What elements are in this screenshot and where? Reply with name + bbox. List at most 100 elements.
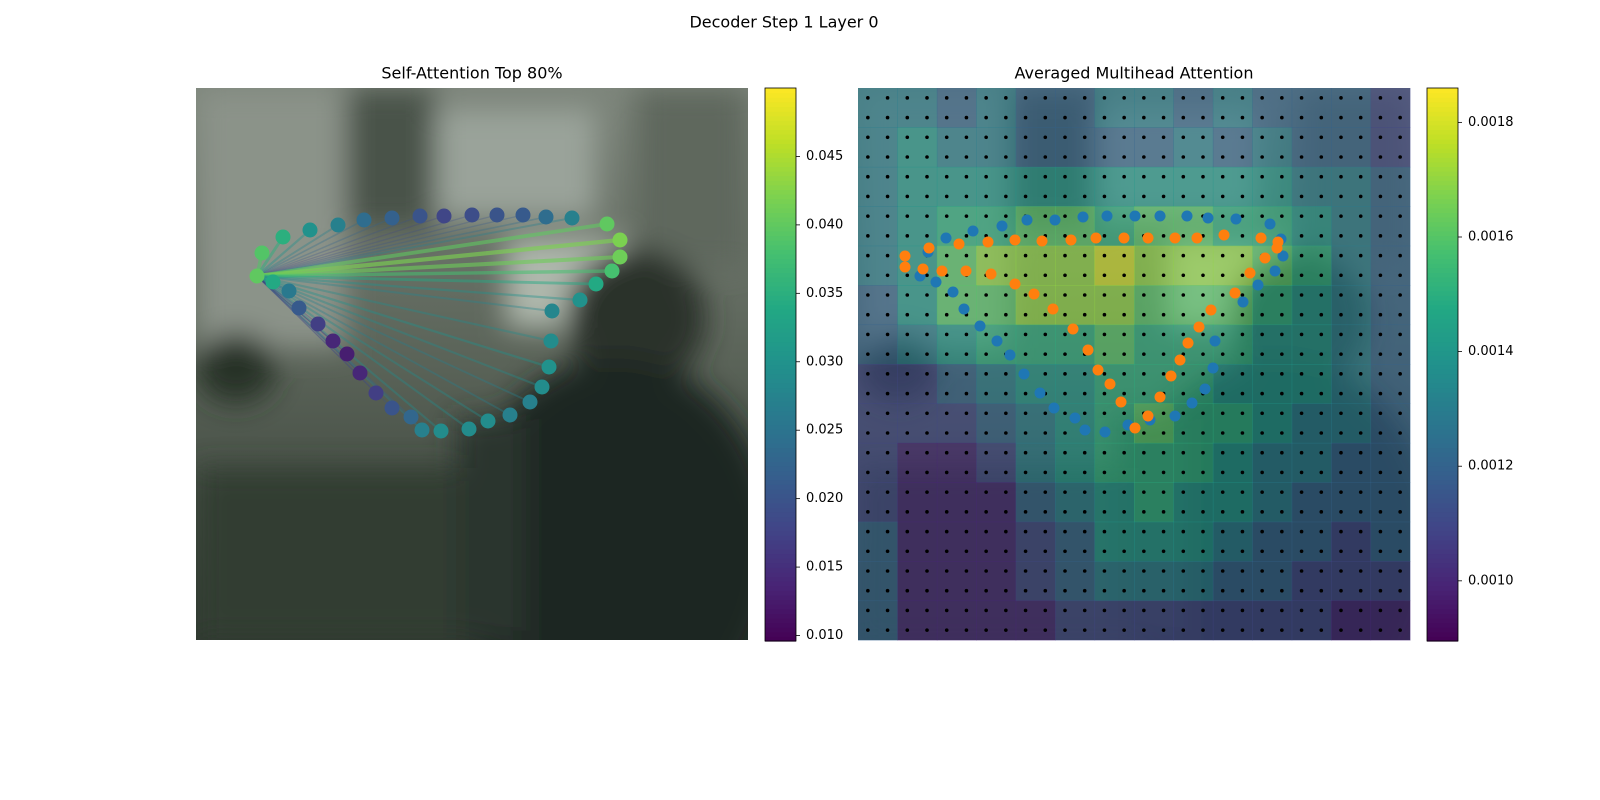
heat-cell — [1212, 521, 1253, 562]
grid-dot — [1319, 135, 1324, 140]
grid-dot — [964, 155, 969, 159]
grid-dot — [1082, 372, 1087, 376]
grid-dot — [1220, 214, 1225, 218]
grid-dot — [1398, 96, 1402, 100]
colorbar-band — [765, 341, 796, 347]
point — [352, 365, 368, 381]
grid-dot — [1398, 214, 1402, 218]
point — [522, 394, 538, 410]
grid-dot — [866, 569, 870, 573]
colorbar-band — [1427, 226, 1458, 232]
colorbar-band — [1427, 111, 1458, 117]
point — [368, 385, 384, 401]
point — [1082, 344, 1094, 356]
colorbar-band — [1427, 304, 1458, 310]
attention-line — [256, 214, 498, 277]
point — [936, 265, 948, 277]
grid-dot — [885, 372, 890, 376]
colorbar-band — [1427, 244, 1458, 250]
grid-dot — [1319, 608, 1324, 613]
heat-cell — [1173, 403, 1214, 444]
grid-dot — [1004, 588, 1008, 593]
grid-dot — [1358, 510, 1363, 514]
attention-line — [256, 275, 393, 409]
grid-dot — [964, 470, 969, 475]
point — [489, 207, 505, 223]
colorbar-band — [1427, 456, 1458, 462]
grid-dot — [1299, 332, 1304, 337]
grid-dot — [1280, 332, 1284, 337]
heat-cell — [1015, 521, 1056, 562]
heat-cell — [1173, 561, 1214, 602]
grid-dot — [1082, 529, 1087, 534]
point — [899, 261, 911, 273]
colorbar-band — [1427, 539, 1458, 545]
grid-dot — [1398, 155, 1402, 159]
grid-dot — [1161, 628, 1166, 632]
grid-dot — [885, 588, 890, 593]
grid-dot — [944, 115, 949, 120]
heat-cell — [1015, 88, 1056, 128]
colorbar-band — [765, 295, 796, 301]
colorbar-band — [765, 442, 796, 449]
grid-dot — [984, 194, 988, 199]
grid-dot — [1102, 470, 1107, 475]
colorbar-band — [765, 272, 796, 278]
grid-dot — [1319, 96, 1324, 100]
colorbar-band — [765, 539, 796, 545]
grid-dot — [1201, 628, 1205, 632]
point — [1036, 235, 1048, 247]
heat-cell — [1094, 521, 1135, 562]
grid-dot — [1201, 96, 1205, 100]
grid-dot — [1063, 588, 1067, 593]
grid-dot — [1004, 174, 1008, 179]
grid-dot — [1280, 352, 1284, 356]
colorbar-band — [765, 230, 796, 237]
colorbar-band — [765, 258, 796, 264]
grid-dot — [1142, 135, 1146, 140]
grid-dot — [866, 549, 870, 554]
grid-dot — [1398, 352, 1402, 356]
grid-dot — [1161, 174, 1166, 179]
colorbar-band — [765, 405, 796, 412]
colorbar-band — [1427, 207, 1458, 214]
colorbar-band — [765, 562, 796, 568]
heat-cell — [1134, 521, 1174, 562]
grid-dot — [1280, 214, 1284, 218]
point — [599, 216, 615, 232]
grid-dot — [1280, 174, 1284, 179]
grid-dot — [1299, 608, 1304, 613]
heat-cell — [1055, 166, 1096, 207]
colorbar-band — [1427, 401, 1458, 407]
grid-dot — [1142, 352, 1146, 356]
grid-dot — [984, 312, 988, 317]
point — [1092, 364, 1104, 376]
grid-dot — [984, 96, 988, 100]
grid-dot — [1102, 352, 1107, 356]
point — [982, 236, 994, 248]
heat-cell — [976, 561, 1017, 602]
point — [1272, 236, 1284, 248]
grid-dot — [1004, 450, 1008, 455]
grid-dot — [1082, 510, 1087, 514]
grid-dot — [1299, 411, 1304, 416]
grid-dot — [1043, 470, 1048, 475]
heat-cell — [1212, 88, 1253, 128]
grid-dot — [1299, 174, 1304, 179]
grid-dot — [1280, 194, 1284, 199]
point — [996, 220, 1008, 232]
grid-dot — [984, 411, 988, 416]
grid-dot — [1201, 115, 1205, 120]
grid-dot — [944, 214, 949, 218]
colorbar-band — [1427, 452, 1458, 458]
grid-dot — [1339, 569, 1343, 573]
grid-dot — [964, 628, 969, 632]
grid-dot — [1063, 510, 1067, 514]
grid-dot — [1358, 431, 1363, 435]
grid-dot — [1043, 115, 1048, 120]
heat-cell — [1370, 561, 1411, 602]
point — [254, 245, 270, 261]
grid-dot — [1004, 332, 1008, 337]
grid-dot — [866, 411, 870, 416]
grid-dot — [964, 372, 969, 376]
